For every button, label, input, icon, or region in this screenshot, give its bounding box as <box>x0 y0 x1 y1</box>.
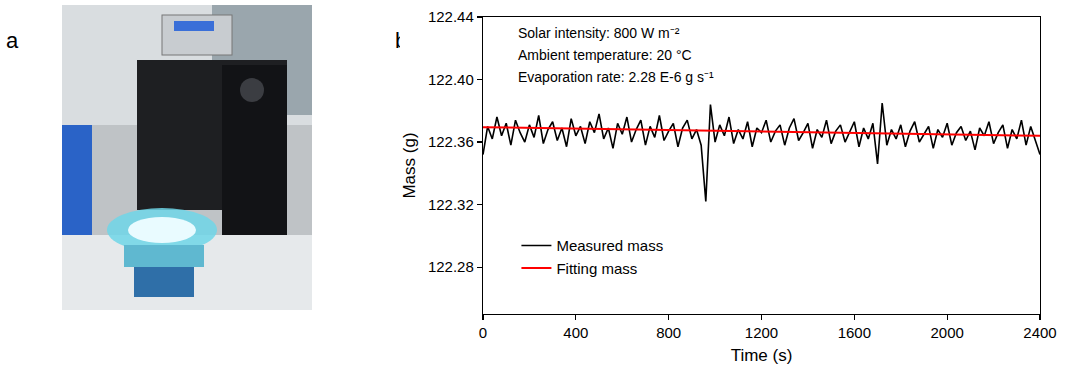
svg-text:122.40: 122.40 <box>428 71 474 88</box>
svg-text:Ambient temperature: 20 °C: Ambient temperature: 20 °C <box>518 47 692 63</box>
svg-text:2400: 2400 <box>1023 324 1056 341</box>
svg-text:122.28: 122.28 <box>428 258 474 275</box>
svg-text:122.44: 122.44 <box>428 8 474 25</box>
svg-text:2000: 2000 <box>930 324 963 341</box>
svg-text:Time (s): Time (s) <box>731 346 793 365</box>
svg-text:Measured mass: Measured mass <box>556 237 663 254</box>
svg-text:Solar intensity: 800 W m⁻²: Solar intensity: 800 W m⁻² <box>518 25 680 41</box>
svg-text:122.32: 122.32 <box>428 196 474 213</box>
svg-text:0: 0 <box>479 324 487 341</box>
html-text:b: b <box>395 28 408 53</box>
svg-text:Evaporation rate: 2.28 E-6 g s: Evaporation rate: 2.28 E-6 g s⁻¹ <box>518 69 714 85</box>
svg-text:1600: 1600 <box>838 324 871 341</box>
svg-text:1200: 1200 <box>745 324 778 341</box>
svg-text:400: 400 <box>563 324 588 341</box>
svg-text:122.36: 122.36 <box>428 133 474 150</box>
html-text:a: a <box>6 28 19 53</box>
svg-text:Mass (g): Mass (g) <box>400 132 419 198</box>
svg-text:800: 800 <box>656 324 681 341</box>
svg-text:Fitting mass: Fitting mass <box>556 260 637 277</box>
